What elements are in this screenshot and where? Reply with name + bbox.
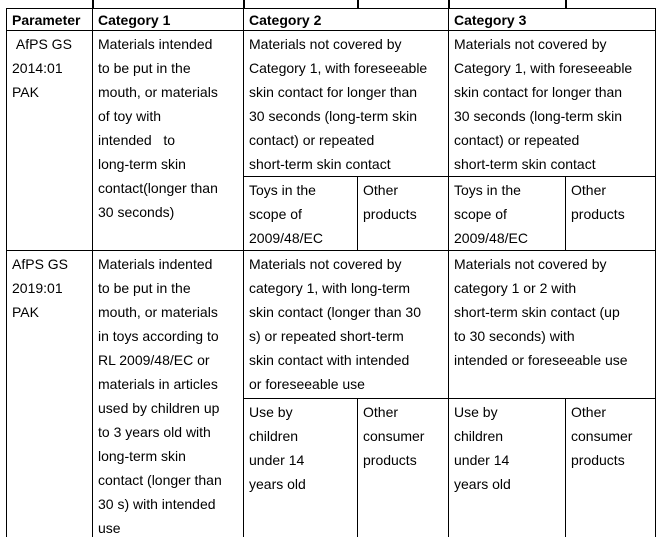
- cell-category2-other-afps-2019: Other consumer products: [357, 397, 449, 537]
- header-category-3: Category 3: [448, 8, 656, 31]
- cropped-row-gridline: [565, 0, 567, 9]
- cell-category2-other-afps-2014: Other products: [357, 176, 449, 251]
- cell-category3-other-afps-2014: Other products: [565, 176, 656, 251]
- table-row-afps-2014-main: AfPS GS 2014:01 PAK Materials intended t…: [6, 30, 656, 251]
- cell-category3-description-afps-2014: Materials not covered by Category 1, wit…: [448, 30, 656, 177]
- cropped-row-gridline: [448, 0, 450, 9]
- cell-category1-afps-2019: Materials indented to be put in the mout…: [92, 250, 244, 537]
- table-header-row: Parameter Category 1 Category 2 Category…: [6, 8, 656, 31]
- header-category-2: Category 2: [243, 8, 449, 31]
- cell-parameter-afps-2014: AfPS GS 2014:01 PAK: [6, 30, 93, 251]
- cropped-row-gridline: [357, 0, 359, 9]
- cell-category2-description-afps-2019: Materials not covered by category 1, wit…: [243, 250, 449, 399]
- cell-category3-children-afps-2019: Use by children under 14 years old: [448, 397, 566, 537]
- cropped-row-gridline: [243, 0, 245, 9]
- cropped-row-gridline: [92, 0, 94, 9]
- header-parameter: Parameter: [6, 8, 93, 31]
- cell-category2-toys-afps-2014: Toys in the scope of 2009/48/EC: [243, 176, 358, 251]
- pah-categories-table: Parameter Category 1 Category 2 Category…: [6, 8, 656, 537]
- table-row-afps-2019-subcells: Use by children under 14 years old Other…: [7, 397, 656, 537]
- cell-category2-children-afps-2019: Use by children under 14 years old: [243, 397, 358, 537]
- cell-category3-other-afps-2019: Other consumer products: [565, 397, 656, 537]
- header-category-1: Category 1: [92, 8, 244, 31]
- cell-category3-description-afps-2019: Materials not covered by category 1 or 2…: [448, 250, 656, 399]
- cell-category3-toys-afps-2014: Toys in the scope of 2009/48/EC: [448, 176, 566, 251]
- table-row-afps-2014-subcells: Toys in the scope of 2009/48/EC Other pr…: [7, 176, 656, 251]
- table-row-afps-2019-main: AfPS GS 2019:01 PAK Materials indented t…: [6, 250, 656, 537]
- cell-category2-description-afps-2014: Materials not covered by Category 1, wit…: [243, 30, 449, 177]
- cell-parameter-afps-2019: AfPS GS 2019:01 PAK: [6, 250, 93, 537]
- cell-category1-afps-2014: Materials intended to be put in the mout…: [92, 30, 244, 251]
